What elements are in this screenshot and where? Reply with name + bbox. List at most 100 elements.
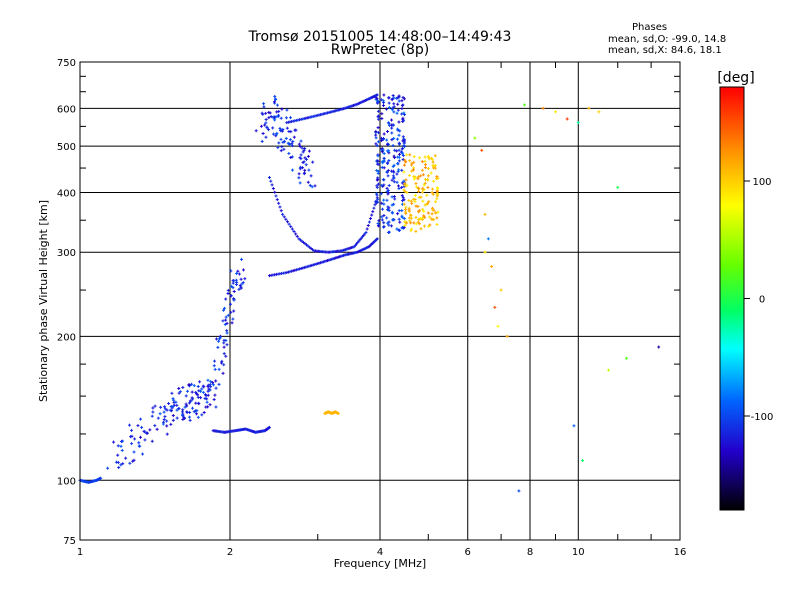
- data-point: [377, 99, 379, 103]
- data-point: [484, 250, 486, 254]
- data-point: [221, 361, 223, 365]
- data-point: [307, 180, 309, 184]
- data-point: [151, 414, 153, 418]
- data-point: [263, 105, 265, 109]
- data-point: [417, 175, 419, 179]
- data-point: [398, 141, 400, 145]
- data-point: [280, 116, 282, 120]
- data-point: [209, 382, 211, 386]
- data-point: [376, 159, 378, 163]
- data-point: [393, 96, 395, 100]
- data-point: [413, 166, 415, 170]
- data-point: [406, 191, 408, 195]
- data-point: [230, 310, 232, 314]
- data-point: [213, 364, 215, 368]
- data-point: [272, 126, 274, 130]
- data-point: [394, 156, 396, 160]
- data-point: [176, 408, 178, 412]
- data-point: [398, 99, 400, 103]
- data-point: [376, 144, 378, 148]
- data-point: [299, 165, 301, 169]
- data-point: [166, 408, 168, 412]
- data-point: [225, 318, 227, 322]
- data-point: [162, 422, 164, 426]
- data-point: [272, 273, 274, 277]
- data-point: [195, 401, 197, 405]
- data-point: [282, 127, 284, 131]
- data-point: [411, 161, 413, 165]
- data-point: [359, 101, 361, 105]
- data-point: [413, 221, 415, 225]
- data-point: [293, 135, 295, 139]
- data-point: [396, 96, 398, 100]
- data-point: [265, 135, 267, 139]
- data-point: [436, 190, 438, 194]
- data-point: [273, 132, 275, 136]
- data-point: [208, 387, 210, 391]
- data-point: [401, 112, 403, 116]
- data-point: [582, 458, 584, 462]
- data-point: [382, 138, 384, 142]
- data-point: [297, 267, 299, 271]
- data-point: [210, 385, 212, 389]
- data-point: [285, 136, 287, 140]
- chart-title: Tromsø 20151005 14:48:00–14:49:43: [248, 29, 512, 45]
- data-point: [418, 218, 420, 222]
- data-point: [207, 389, 209, 393]
- plot-frame: [79, 61, 681, 541]
- data-point: [214, 393, 216, 397]
- data-point: [401, 168, 403, 172]
- data-point: [362, 247, 364, 251]
- data-point: [386, 130, 388, 134]
- data-point: [299, 118, 301, 122]
- data-point: [403, 141, 405, 145]
- colorbar-tick-label: 100: [752, 177, 771, 188]
- data-point: [422, 216, 424, 220]
- data-point: [225, 354, 227, 358]
- data-point: [120, 463, 122, 467]
- data-point: [383, 221, 385, 225]
- data-point: [418, 190, 420, 194]
- data-point: [404, 181, 406, 185]
- data-point: [375, 142, 377, 146]
- data-point: [268, 116, 270, 120]
- y-tick-label: 300: [57, 248, 76, 259]
- data-point: [173, 398, 175, 402]
- data-point: [300, 157, 302, 161]
- data-point: [418, 210, 420, 214]
- data-point: [265, 111, 267, 115]
- data-point: [262, 132, 264, 136]
- data-point: [425, 178, 427, 182]
- data-point: [432, 163, 434, 167]
- data-point: [388, 220, 390, 224]
- data-point: [381, 165, 383, 169]
- data-point: [223, 308, 225, 312]
- data-point: [421, 160, 423, 164]
- data-point: [285, 217, 287, 221]
- data-point: [296, 234, 298, 238]
- data-point: [299, 267, 301, 271]
- data-point: [383, 198, 385, 202]
- data-point: [380, 98, 382, 102]
- stats-x-line: mean, sd,X: 84.6, 18.1: [608, 45, 722, 56]
- x-axis-ticks: 1 2 4 6 8 10 16: [77, 62, 686, 558]
- data-point: [215, 386, 217, 390]
- y-tick-label: 500: [57, 142, 76, 153]
- data-point: [306, 243, 308, 247]
- data-point: [214, 367, 216, 371]
- y-tick-label: 200: [57, 332, 76, 343]
- data-point: [402, 153, 404, 157]
- data-point: [226, 329, 228, 333]
- data-point: [401, 209, 403, 213]
- data-point: [377, 171, 379, 175]
- data-point: [289, 270, 291, 274]
- data-point: [201, 413, 203, 417]
- data-point: [383, 101, 385, 105]
- data-point: [188, 383, 190, 387]
- data-point: [388, 96, 390, 100]
- data-point: [383, 225, 385, 229]
- data-point: [298, 176, 300, 180]
- data-point: [376, 185, 378, 189]
- data-point: [172, 397, 174, 401]
- data-point: [362, 100, 364, 104]
